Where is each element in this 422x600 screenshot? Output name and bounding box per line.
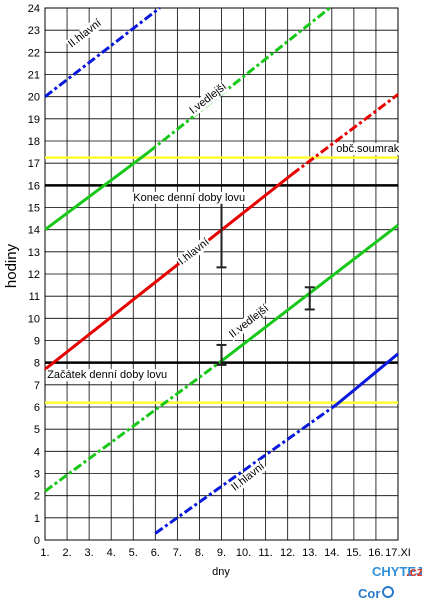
annotation-bg (132, 191, 247, 204)
y-tick-label: 5 (34, 424, 40, 436)
x-tick-label: 2. (62, 547, 71, 559)
x-tick-label: 1. (40, 547, 49, 559)
series-line-segment (147, 6, 331, 154)
x-tick-label: 16. (368, 547, 383, 559)
tick-labels: 0123456789101112131415161718192021222324… (28, 3, 411, 559)
annotation-text: Začátek denní doby lovu (47, 369, 167, 381)
error-bars (216, 199, 315, 366)
y-tick-label: 16 (28, 180, 40, 192)
annotation-bg (186, 79, 230, 118)
annotation-bg (65, 16, 105, 51)
annotation: II.hlavní (65, 16, 105, 51)
annotation-text: II.hlavní (66, 17, 104, 50)
x-tick-label: 17.XI (385, 547, 411, 559)
y-tick-label: 2 (34, 491, 40, 503)
watermark-main: Cor (358, 586, 380, 600)
annotation-bg (335, 143, 401, 156)
annotation: Začátek denní doby lovu (46, 369, 169, 382)
annotation: I.vedlejší (186, 79, 230, 118)
y-tick-label: 19 (28, 114, 40, 126)
series-line-segment (291, 93, 399, 176)
y-tick-label: 6 (34, 402, 40, 414)
y-axis-title: hodiny (3, 243, 20, 288)
annotation-text: II.vedlejší (227, 303, 271, 341)
error-bar (216, 343, 227, 366)
series-line-segment (44, 150, 150, 231)
y-tick-label: 10 (28, 313, 40, 325)
x-tick-label: 12. (280, 547, 295, 559)
annotation: Konec denní doby lovu (132, 191, 247, 204)
y-tick-label: 24 (28, 3, 40, 15)
watermark-suffix: .cz (406, 564, 422, 579)
y-tick-label: 4 (34, 446, 40, 458)
series-line-segment (335, 352, 399, 406)
x-tick-label: 10. (236, 547, 251, 559)
annotations: II.hlavní I.vedlejší obč.soumrak Konec denn… (46, 16, 401, 495)
y-tick-label: 11 (29, 291, 40, 303)
watermark-top: CHYTEJ (372, 564, 422, 579)
y-tick-label: 18 (28, 136, 40, 148)
y-tick-label: 12 (28, 269, 40, 281)
y-tick-label: 20 (28, 92, 40, 104)
y-tick-label: 7 (34, 380, 40, 392)
y-tick-label: 21 (28, 70, 40, 82)
error-bar (304, 286, 315, 311)
annotation-bg (228, 459, 268, 495)
annotation-text: obč.soumrak (336, 143, 399, 155)
annotation-bg (175, 235, 213, 269)
y-tick-label: 9 (34, 336, 40, 348)
x-tick-label: 4. (107, 547, 116, 559)
annotation: II.vedlejší (226, 301, 272, 342)
y-tick-label: 23 (28, 25, 40, 37)
series-line-segment (44, 173, 294, 371)
x-tick-label: 6. (151, 547, 160, 559)
y-tick-label: 8 (34, 358, 40, 370)
y-tick-label: 0 (34, 535, 40, 547)
watermark-logo: CHYTEJ .cz Cor (358, 564, 422, 600)
annotation: obč.soumrak (335, 143, 401, 156)
series-line-segment (44, 361, 221, 493)
x-tick-label: 8. (195, 547, 204, 559)
x-tick-label: 9. (217, 547, 226, 559)
x-tick-label: 15. (346, 547, 361, 559)
y-tick-label: 22 (28, 47, 40, 59)
y-tick-label: 1 (34, 513, 40, 525)
series-line-segment (154, 403, 338, 535)
series-line-segment (218, 224, 399, 364)
annotation-bg (46, 369, 169, 382)
y-tick-label: 13 (28, 247, 40, 259)
annotation-text: I.vedlejší (187, 81, 229, 117)
x-tick-label: 5. (129, 547, 138, 559)
series-line-segment (44, 6, 161, 98)
y-tick-label: 17 (28, 158, 40, 170)
y-tick-label: 15 (28, 203, 40, 215)
x-tick-label: 11. (258, 547, 272, 559)
x-tick-label: 13. (302, 547, 317, 559)
annotation-bg (226, 301, 272, 342)
annotation-text: Konec denní doby lovu (133, 192, 245, 204)
y-tick-label: 3 (34, 469, 40, 481)
x-tick-label: 14. (324, 547, 339, 559)
x-tick-label: 7. (173, 547, 182, 559)
watermark-reel-icon (382, 586, 394, 598)
y-tick-label: 14 (28, 225, 40, 237)
x-axis-title: dny (212, 566, 230, 578)
x-tick-label: 3. (85, 547, 94, 559)
series-lines (44, 6, 399, 535)
